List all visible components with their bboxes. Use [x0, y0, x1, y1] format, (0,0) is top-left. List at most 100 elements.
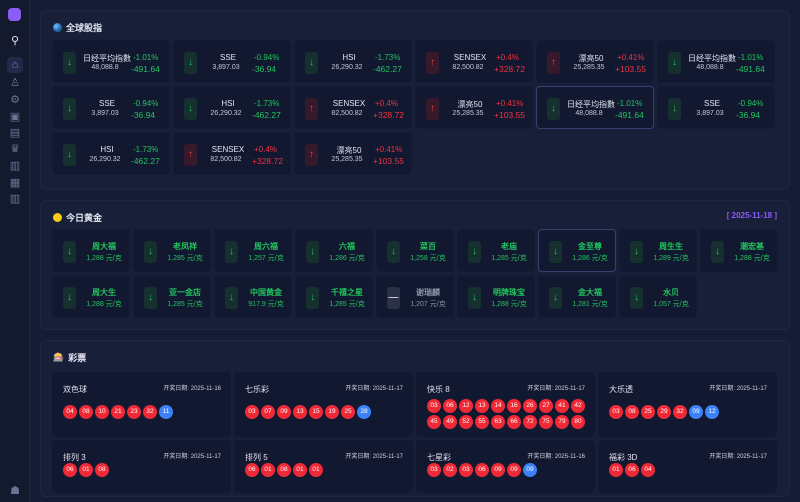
- user-icon[interactable]: ♙: [10, 77, 20, 89]
- index-value: 48,088.8: [91, 64, 119, 71]
- index-card[interactable]: ↓ HSI 26,290.32 -1.73% -462.27: [52, 132, 170, 175]
- lottery-card[interactable]: 排列 3 开奖日期: 2025-11-17 06 01 08: [52, 440, 231, 493]
- lottery-card[interactable]: 七星彩 开奖日期: 2025-11-16 03 02 03 06 09 09 09: [416, 440, 595, 493]
- search-icon[interactable]: ⚲: [10, 35, 20, 47]
- index-card[interactable]: ↑ SENSEX 82,500.82 +0.4% +328.72: [294, 86, 412, 129]
- index-card[interactable]: ↑ SENSEX 82,500.82 +0.4% +328.72: [415, 40, 533, 83]
- index-name: SSE: [219, 53, 236, 62]
- gold-price: 1,288 元/克: [491, 301, 527, 308]
- gold-card[interactable]: ↓ 周大福 1,288 元/克: [52, 229, 130, 272]
- index-card[interactable]: ↓ SSE 3,897.03 -0.94% -36.94: [52, 86, 170, 129]
- index-change: -491.64: [736, 64, 765, 74]
- red-ball: 32: [673, 405, 687, 419]
- user-profile-icon[interactable]: ☗: [10, 485, 20, 497]
- index-card[interactable]: ↓ 日经平均指數 48,088.8 -1.01% -491.64: [657, 40, 775, 83]
- gold-card[interactable]: — 谢瑞麟 1,207 元/克: [376, 275, 454, 318]
- red-ball: 27: [539, 399, 553, 413]
- index-card[interactable]: ↓ 日经平均指數 48,088.8 -1.01% -491.64: [536, 86, 654, 129]
- arrow-down-icon: ↓: [711, 241, 724, 263]
- gold-card[interactable]: ↓ 千禧之星 1,285 元/克: [295, 275, 373, 318]
- red-ball: 03: [459, 463, 473, 477]
- arrow-down-icon: ↓: [225, 241, 238, 263]
- gear-icon[interactable]: ⚙: [10, 94, 20, 106]
- lottery-card[interactable]: 七乐彩 开奖日期: 2025-11-17 03 07 09 13 15 19 25 28: [234, 372, 413, 437]
- index-value: 3,897.03: [696, 110, 724, 117]
- index-value: 48,088.8: [575, 110, 603, 117]
- ball-list: 03 07 09 13 15 19 25 28: [245, 405, 405, 419]
- gold-card[interactable]: ↓ 周大生 1,288 元/克: [52, 275, 130, 318]
- globe-icon: [53, 23, 62, 32]
- index-percent: -1.73%: [133, 145, 159, 154]
- red-ball: 23: [127, 405, 141, 419]
- gold-price: 1,207 元/克: [410, 301, 446, 308]
- gold-card[interactable]: ↓ 水贝 1,057 元/克: [619, 275, 697, 318]
- report-icon[interactable]: ▦: [9, 177, 21, 189]
- index-name: SENSEX: [332, 99, 366, 108]
- gift-icon[interactable]: ▣: [9, 111, 21, 123]
- gold-card[interactable]: ↓ 亚一金店 1,285 元/克: [133, 275, 211, 318]
- section-title: 今日黄金: [66, 213, 103, 223]
- index-change: -462.27: [373, 64, 402, 74]
- lottery-grid: 双色球 开奖日期: 2025-11-16 04 08 10 21 23 32 11 七乐彩 开…: [52, 372, 777, 493]
- lottery-card[interactable]: 排列 5 开奖日期: 2025-11-17 06 01 08 01 01: [234, 440, 413, 493]
- index-value: 82,500.82: [210, 156, 242, 163]
- red-ball: 03: [609, 405, 623, 419]
- gold-card[interactable]: ↓ 金大福 1,281 元/克: [538, 275, 616, 318]
- home-icon[interactable]: ⌂: [7, 57, 23, 73]
- lottery-card[interactable]: 大乐透 开奖日期: 2025-11-17 03 08 25 29 32 09 12: [598, 372, 777, 437]
- book-open-icon[interactable]: ▥: [9, 193, 21, 205]
- index-card[interactable]: ↓ HSI 26,290.32 -1.73% -462.27: [294, 40, 412, 83]
- lottery-card[interactable]: 快乐 8 开奖日期: 2025-11-17 03 06 12 13 14 16 26 27 41…: [416, 372, 595, 437]
- gold-card[interactable]: ↓ 潮宏基 1,288 元/克: [700, 229, 778, 272]
- arrow-down-icon: ↓: [387, 241, 400, 263]
- gold-card[interactable]: ↓ 金至尊 1,286 元/克: [538, 229, 616, 272]
- index-percent: -1.01%: [617, 99, 643, 108]
- arrow-down-icon: ↓: [630, 241, 643, 263]
- index-card[interactable]: ↓ SSE 3,897.03 -0.94% -36.94: [173, 40, 291, 83]
- gold-card[interactable]: ↓ 菜百 1,258 元/克: [376, 229, 454, 272]
- index-percent: -1.73%: [254, 99, 280, 108]
- lottery-name: 双色球: [63, 385, 87, 394]
- index-card[interactable]: ↑ 漂亮50 25,285.35 +0.41% +103.55: [415, 86, 533, 129]
- index-change: -462.27: [131, 156, 160, 166]
- gold-card[interactable]: ↓ 老庙 1,285 元/克: [457, 229, 535, 272]
- gold-card[interactable]: ↓ 中国黄金 917.9 元/克: [214, 275, 292, 318]
- brand-name: 金大福: [578, 288, 602, 297]
- index-percent: +0.41%: [496, 99, 524, 108]
- app-logo[interactable]: [8, 8, 21, 21]
- index-card[interactable]: ↓ HSI 26,290.32 -1.73% -462.27: [173, 86, 291, 129]
- red-ball: 72: [523, 415, 537, 429]
- building-icon[interactable]: ▤: [9, 127, 21, 139]
- book-icon[interactable]: ▥: [9, 160, 21, 172]
- arrow-down-icon: ↓: [549, 287, 562, 309]
- index-percent: -0.94%: [738, 99, 764, 108]
- crown-icon[interactable]: ♛: [10, 143, 20, 155]
- gold-card[interactable]: ↓ 周六福 1,257 元/克: [214, 229, 292, 272]
- lottery-card[interactable]: 福彩 3D 开奖日期: 2025-11-17 01 06 04: [598, 440, 777, 493]
- gold-card[interactable]: ↓ 周生生 1,289 元/克: [619, 229, 697, 272]
- draw-date: 开奖日期: 2025-11-17: [345, 386, 403, 392]
- index-name: HSI: [342, 53, 356, 62]
- gold-card[interactable]: ↓ 六福 1,286 元/克: [295, 229, 373, 272]
- arrow-down-icon: ↓: [468, 241, 481, 263]
- index-value: 82,500.82: [331, 110, 363, 117]
- index-name: SSE: [703, 99, 720, 108]
- gold-card[interactable]: ↓ 明牌珠宝 1,288 元/克: [457, 275, 535, 318]
- red-ball: 01: [309, 463, 323, 477]
- draw-date: 开奖日期: 2025-11-17: [527, 386, 585, 392]
- gold-price: 1,285 元/克: [167, 301, 203, 308]
- arrow-down-icon: ↓: [184, 52, 197, 74]
- index-card[interactable]: ↑ 漂亮50 25,285.35 +0.41% +103.55: [536, 40, 654, 83]
- arrow-down-icon: ↓: [184, 98, 197, 120]
- index-card[interactable]: ↑ 漂亮50 25,285.35 +0.41% +103.55: [294, 132, 412, 175]
- index-card[interactable]: ↑ SENSEX 82,500.82 +0.4% +328.72: [173, 132, 291, 175]
- sidebar: ⚲ ⌂ ♙ ⚙ ▣ ▤ ♛ ▥ ▦ ▥ ☗: [0, 0, 30, 502]
- index-card[interactable]: ↓ 日经平均指數 48,088.8 -1.01% -491.64: [52, 40, 170, 83]
- index-change: +103.55: [373, 156, 404, 166]
- lottery-card[interactable]: 双色球 开奖日期: 2025-11-16 04 08 10 21 23 32 11: [52, 372, 231, 437]
- blue-ball: 09: [523, 463, 537, 477]
- red-ball: 06: [475, 463, 489, 477]
- index-card[interactable]: ↓ SSE 3,897.03 -0.94% -36.94: [657, 86, 775, 129]
- index-name: SENSEX: [211, 145, 245, 154]
- gold-card[interactable]: ↓ 老凤祥 1,285 元/克: [133, 229, 211, 272]
